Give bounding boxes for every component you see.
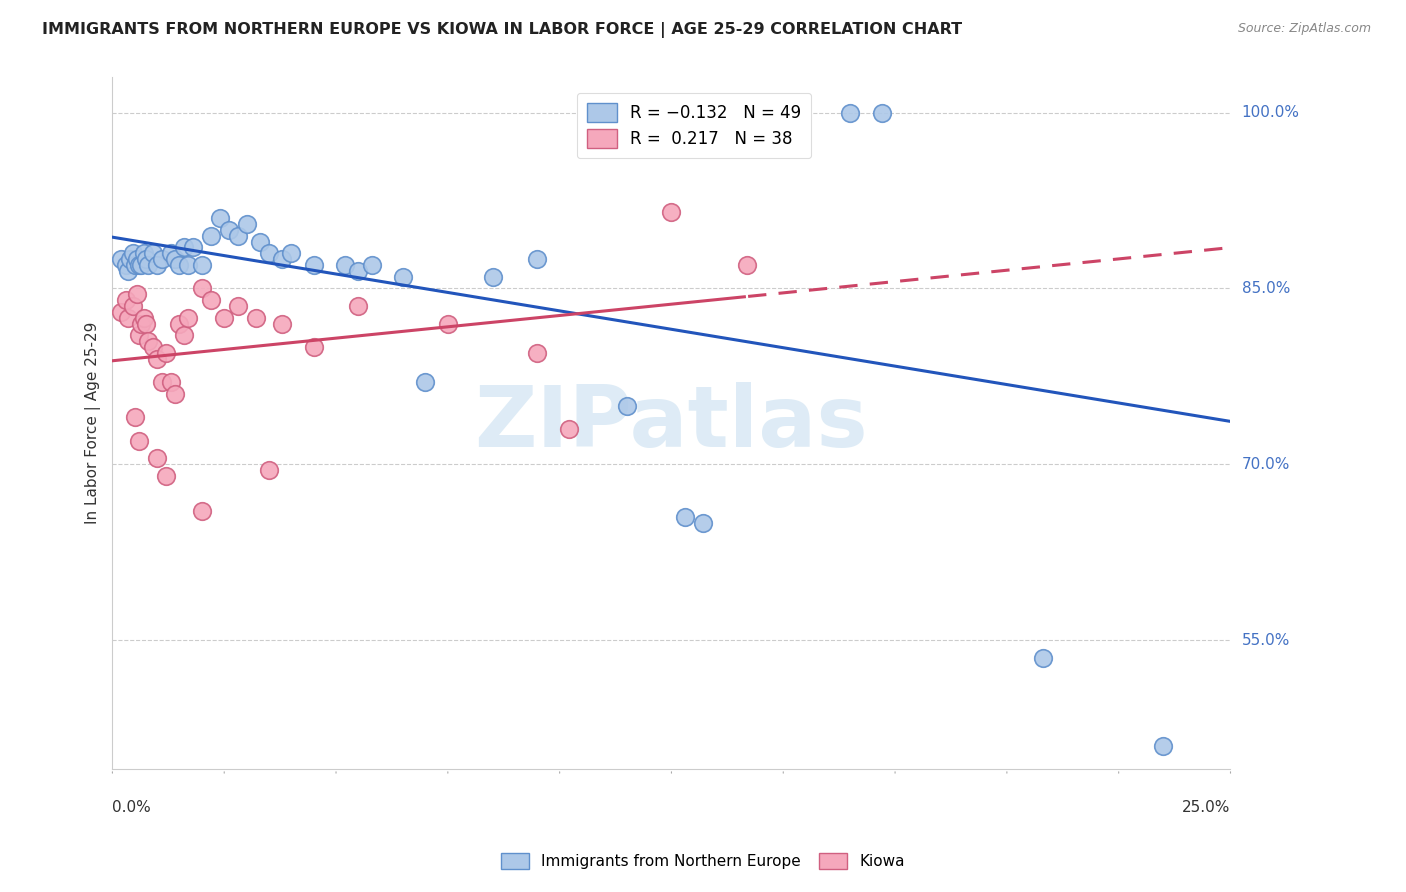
Point [191,281,214,295]
Point [131,317,153,331]
Point [526,252,548,266]
Point [673,510,696,524]
Point [131,258,153,272]
Point [347,264,370,278]
Point [132,310,155,325]
Point [333,258,356,272]
Point [191,258,214,272]
Point [257,463,280,477]
Point [120,252,142,266]
Point [347,299,370,313]
Point [124,258,146,272]
Point [117,264,139,278]
Text: IMMIGRANTS FROM NORTHERN EUROPE VS KIOWA IN LABOR FORCE | AGE 25-29 CORRELATION : IMMIGRANTS FROM NORTHERN EUROPE VS KIOWA… [42,22,962,38]
Point [271,317,294,331]
Point [415,375,437,389]
Point [481,269,503,284]
Point [208,211,231,226]
Point [114,258,136,272]
Point [1152,739,1174,753]
Point [226,299,249,313]
Point [135,252,157,266]
Point [212,310,235,325]
Point [125,287,148,301]
Point [271,252,294,266]
Legend: R = −0.132   N = 49, R =  0.217   N = 38: R = −0.132 N = 49, R = 0.217 N = 38 [576,93,811,158]
Point [245,310,267,325]
Point [200,293,222,307]
Point [128,258,150,272]
Point [302,340,325,354]
Point [526,346,548,360]
Point [870,105,893,120]
Point [749,105,772,120]
Point [737,258,759,272]
Point [163,387,186,401]
Point [200,228,222,243]
Point [177,258,200,272]
Point [772,105,794,120]
Text: 85.0%: 85.0% [1241,281,1289,296]
Point [159,375,181,389]
Point [128,328,150,343]
Point [128,434,150,448]
Text: ZIPatlas: ZIPatlas [475,382,869,465]
Point [142,340,165,354]
Point [142,246,165,260]
Text: 25.0%: 25.0% [1182,799,1230,814]
Point [169,258,191,272]
Point [437,317,460,331]
Point [110,305,132,319]
Point [191,504,214,518]
Point [218,223,240,237]
Point [173,328,195,343]
Point [302,258,325,272]
Point [661,205,683,219]
Point [181,240,204,254]
Text: 55.0%: 55.0% [1241,632,1289,648]
Point [392,269,415,284]
Text: 100.0%: 100.0% [1241,105,1299,120]
Point [159,246,181,260]
Point [235,217,257,231]
Point [360,258,382,272]
Point [226,228,249,243]
Point [692,516,714,530]
Point [163,252,186,266]
Point [177,310,200,325]
Legend: Immigrants from Northern Europe, Kiowa: Immigrants from Northern Europe, Kiowa [495,847,911,875]
Point [121,246,143,260]
Point [557,422,579,436]
Point [155,346,177,360]
Text: 70.0%: 70.0% [1241,457,1289,472]
Point [125,252,148,266]
Point [173,240,195,254]
Point [169,317,191,331]
Point [763,105,786,120]
Point [121,299,143,313]
Point [249,235,271,249]
Point [150,375,173,389]
Point [146,258,169,272]
Point [1032,650,1054,665]
Point [146,451,169,466]
Text: 0.0%: 0.0% [112,799,152,814]
Y-axis label: In Labor Force | Age 25-29: In Labor Force | Age 25-29 [86,322,101,524]
Text: Source: ZipAtlas.com: Source: ZipAtlas.com [1237,22,1371,36]
Point [132,246,155,260]
Point [135,317,157,331]
Point [150,252,173,266]
Point [114,293,136,307]
Point [124,410,146,425]
Point [136,258,159,272]
Point [117,310,139,325]
Point [110,252,132,266]
Point [136,334,159,348]
Point [257,246,280,260]
Point [839,105,862,120]
Point [155,469,177,483]
Point [146,351,169,366]
Point [280,246,302,260]
Point [616,399,638,413]
